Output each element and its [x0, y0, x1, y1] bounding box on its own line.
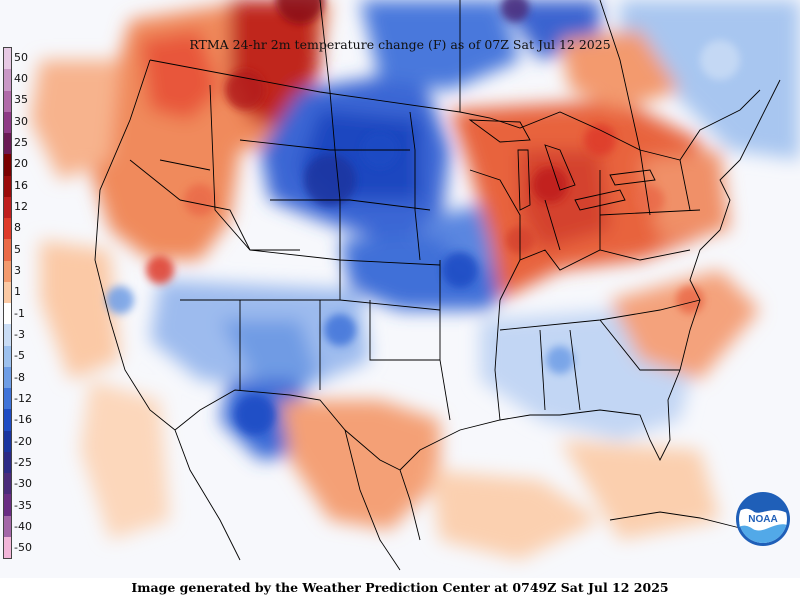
- legend-label: -35: [14, 498, 32, 512]
- legend-label: 30: [14, 114, 28, 128]
- legend-swatch: [4, 494, 11, 516]
- legend-label: -1: [14, 306, 25, 320]
- noaa-logo: NOAA: [736, 492, 790, 546]
- color-legend-labels: 50 40 35 30 25 20 16 12 8 5 3 1 -1 -3 -5 -8 -12 -16 -20 -25…: [14, 47, 36, 559]
- legend-label: 40: [14, 72, 28, 85]
- legend-swatch: [4, 48, 11, 70]
- legend-swatch: [4, 324, 11, 346]
- legend-label: -30: [14, 477, 32, 491]
- legend-swatch: [4, 473, 11, 495]
- legend-label: -25: [14, 456, 32, 469]
- legend-label: -16: [14, 413, 32, 427]
- legend-label: -12: [14, 392, 32, 405]
- legend-swatch: [4, 303, 11, 325]
- legend-swatch: [4, 515, 11, 537]
- legend-swatch: [4, 451, 11, 473]
- legend-label: 35: [14, 93, 28, 107]
- legend-label: 1: [14, 285, 21, 299]
- legend-label: 3: [14, 264, 21, 277]
- legend-swatch: [4, 281, 11, 303]
- legend-label: -20: [14, 434, 32, 448]
- legend-swatch: [4, 409, 11, 431]
- legend-swatch: [4, 345, 11, 367]
- legend-swatch: [4, 154, 11, 176]
- legend-swatch: [4, 133, 11, 155]
- legend-label: -3: [14, 328, 25, 341]
- legend-label: 25: [14, 136, 28, 149]
- map-title: RTMA 24-hr 2m temperature change (F) as …: [189, 37, 611, 52]
- legend-label: -5: [14, 349, 25, 363]
- legend-label: 12: [14, 200, 28, 213]
- legend-label: -8: [14, 370, 25, 384]
- legend-swatch: [4, 175, 11, 197]
- legend-swatch: [4, 90, 11, 112]
- noaa-logo-text: NOAA: [748, 514, 777, 525]
- footer-credit: Image generated by the Weather Predictio…: [0, 578, 800, 600]
- legend-label: 5: [14, 242, 21, 256]
- color-legend: [3, 47, 12, 559]
- legend-swatch: [4, 239, 11, 261]
- legend-swatch: [4, 196, 11, 218]
- boundary-lines: [94, 0, 781, 571]
- legend-swatch: [4, 430, 11, 452]
- legend-label: -40: [14, 520, 32, 533]
- legend-swatch: [4, 111, 11, 133]
- legend-swatch: [4, 218, 11, 240]
- legend-label: 16: [14, 178, 28, 192]
- legend-label: 20: [14, 157, 28, 171]
- legend-label: 50: [14, 50, 28, 64]
- legend-swatch: [4, 388, 11, 410]
- legend-swatch: [4, 366, 11, 388]
- legend-label: 8: [14, 221, 21, 235]
- legend-swatch: [4, 260, 11, 282]
- legend-label: -50: [14, 541, 32, 555]
- legend-swatch: [4, 69, 11, 91]
- temperature-change-map: NOAA: [30, 0, 800, 571]
- legend-swatch: [4, 536, 11, 558]
